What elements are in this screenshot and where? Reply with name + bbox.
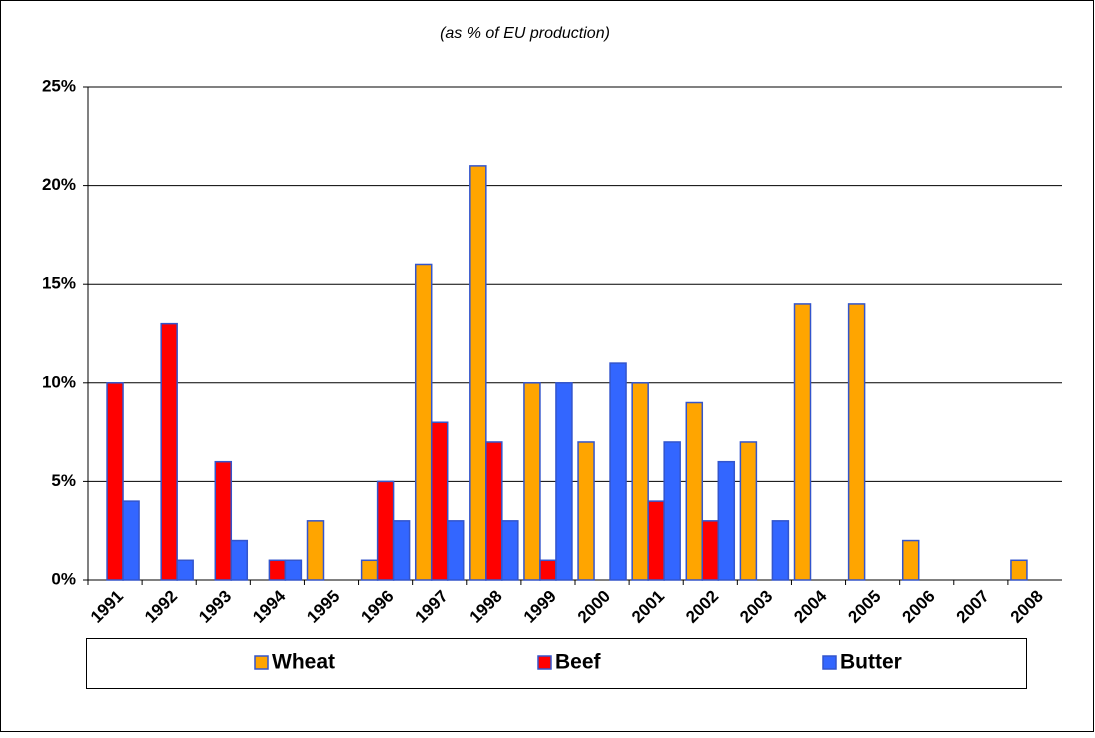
legend-swatch — [537, 655, 552, 670]
bar — [847, 303, 866, 581]
bar — [106, 382, 124, 581]
bar — [685, 401, 704, 581]
bar — [360, 559, 379, 581]
bar — [793, 303, 812, 581]
bar — [284, 559, 303, 581]
bar — [631, 382, 649, 581]
bar — [176, 559, 194, 581]
bar — [214, 460, 233, 581]
bar — [901, 539, 920, 581]
y-tick-label: 15% — [42, 274, 76, 293]
y-tick-label: 20% — [42, 175, 76, 194]
bar — [230, 539, 249, 581]
bar — [376, 480, 395, 581]
bar — [122, 500, 140, 581]
bar — [717, 460, 736, 581]
bar — [306, 520, 325, 581]
bar — [577, 441, 595, 581]
bar — [469, 165, 487, 581]
y-tick-label: 10% — [42, 372, 76, 391]
bar — [392, 520, 411, 581]
bar — [501, 520, 519, 581]
chart-subtitle: (as % of EU production) — [440, 25, 610, 42]
bar — [430, 421, 449, 581]
bar — [555, 382, 573, 581]
legend-swatch — [254, 655, 269, 670]
y-tick-label: 25% — [42, 76, 76, 95]
bar — [446, 520, 465, 581]
legend-label: Wheat — [272, 651, 335, 674]
bar — [485, 441, 503, 581]
bar — [739, 441, 758, 581]
bar — [523, 382, 541, 581]
bar — [663, 441, 681, 581]
bar — [160, 322, 178, 581]
legend-swatch — [822, 655, 837, 670]
bar — [771, 520, 790, 581]
bar — [268, 559, 287, 581]
legend-label: Beef — [555, 651, 602, 674]
bar — [414, 263, 433, 581]
legend-box — [86, 638, 1027, 689]
bar — [609, 362, 627, 581]
y-tick-label: 5% — [51, 471, 76, 490]
bar — [701, 520, 720, 581]
bar — [1010, 559, 1028, 581]
bar — [539, 559, 557, 581]
bar — [647, 500, 665, 581]
legend-label: Butter — [840, 651, 902, 674]
y-tick-label: 0% — [51, 569, 76, 588]
